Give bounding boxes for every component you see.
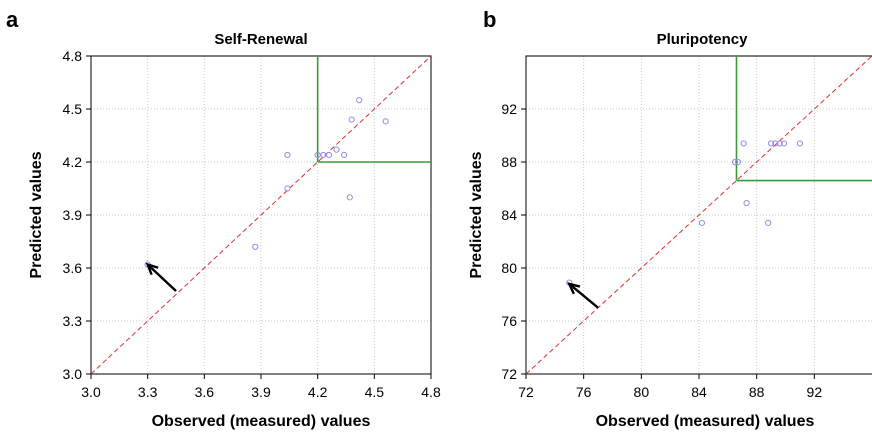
x-tick-label: 4.8 xyxy=(421,384,441,400)
x-tick-label: 80 xyxy=(634,384,650,400)
identity-line xyxy=(91,56,431,374)
x-axis-label-b: Observed (measured) values xyxy=(596,413,815,430)
x-tick-label: 3.6 xyxy=(195,384,215,400)
x-tick-label: 4.5 xyxy=(365,384,385,400)
y-tick-label: 3.9 xyxy=(63,207,83,223)
x-tick-label: 84 xyxy=(691,384,707,400)
data-point xyxy=(333,146,340,153)
y-tick-label: 88 xyxy=(501,154,517,170)
y-tick-label: 3.3 xyxy=(63,313,83,329)
arrow-head xyxy=(145,262,159,276)
x-tick-label: 3.0 xyxy=(81,384,101,400)
y-tick-label: 3.0 xyxy=(63,366,83,382)
x-tick-label: 72 xyxy=(518,384,534,400)
data-point xyxy=(765,219,772,227)
y-tick-label: 84 xyxy=(501,207,517,223)
x-tick-label: 92 xyxy=(807,384,823,400)
data-point xyxy=(382,118,389,125)
data-point xyxy=(341,151,348,159)
plot-area-a: 3.0 3.3 3.6 3.9 4.2 4.5 4.8 3.0 3.3 3.6 3.9 4.2 4.5 4… xyxy=(63,48,441,400)
arrow-head xyxy=(567,282,581,295)
data-point xyxy=(767,140,775,147)
y-axis-label-b: Predicted values xyxy=(468,151,485,278)
data-point xyxy=(776,140,783,147)
x-axis-label-a: Observed (measured) values xyxy=(152,413,371,430)
y-tick-label: 4.5 xyxy=(63,101,83,117)
chart-title-b: Pluripotency xyxy=(657,31,749,48)
identity-line xyxy=(526,56,872,374)
data-point xyxy=(734,158,742,166)
plot-area-b: 72 76 80 84 88 92 72 76 80 84 88 92 xyxy=(501,55,872,400)
x-tick-label: 76 xyxy=(576,384,592,400)
y-tick-label: 76 xyxy=(501,313,517,329)
y-tick-label: 4.8 xyxy=(63,48,83,64)
y-tick-label: 92 xyxy=(501,101,517,117)
y-axis-label-a: Predicted values xyxy=(28,151,45,278)
chart-title-a: Self-Renewal xyxy=(214,31,307,48)
arrow-line xyxy=(148,264,177,292)
data-point xyxy=(731,158,739,166)
data-point xyxy=(284,185,291,192)
chart-panel-b: b Pluripotency 72 76 80 84 88 92727680848892 … xyxy=(468,7,872,430)
arrow-line xyxy=(570,284,599,309)
data-point xyxy=(743,199,750,207)
y-tick-label: 80 xyxy=(501,260,517,276)
x-tick-label: 88 xyxy=(749,384,765,400)
y-tick-label: 3.6 xyxy=(63,260,83,276)
data-point xyxy=(346,194,353,201)
data-point xyxy=(252,243,259,250)
data-point xyxy=(348,116,355,123)
data-point xyxy=(772,140,779,147)
data-point xyxy=(780,140,788,147)
plot-marks xyxy=(526,56,872,374)
plot-marks xyxy=(91,56,431,374)
y-tick-label: 72 xyxy=(501,366,517,382)
x-tick-label: 3.3 xyxy=(138,384,158,400)
data-point xyxy=(356,97,363,104)
chart-panel-a: a Self-Renewal 3.0 3.3 3.6 3.9 4.2 4.5 4.83.03… xyxy=(6,7,441,430)
panel-label-b: b xyxy=(483,7,496,32)
data-point xyxy=(284,151,291,159)
data-point xyxy=(740,140,747,147)
x-tick-label: 3.9 xyxy=(251,384,271,400)
panel-label-a: a xyxy=(6,7,19,32)
data-point xyxy=(325,151,333,159)
data-point xyxy=(796,140,804,147)
data-point xyxy=(698,219,705,227)
y-tick-label: 4.2 xyxy=(63,154,83,170)
x-tick-label: 4.2 xyxy=(308,384,328,400)
